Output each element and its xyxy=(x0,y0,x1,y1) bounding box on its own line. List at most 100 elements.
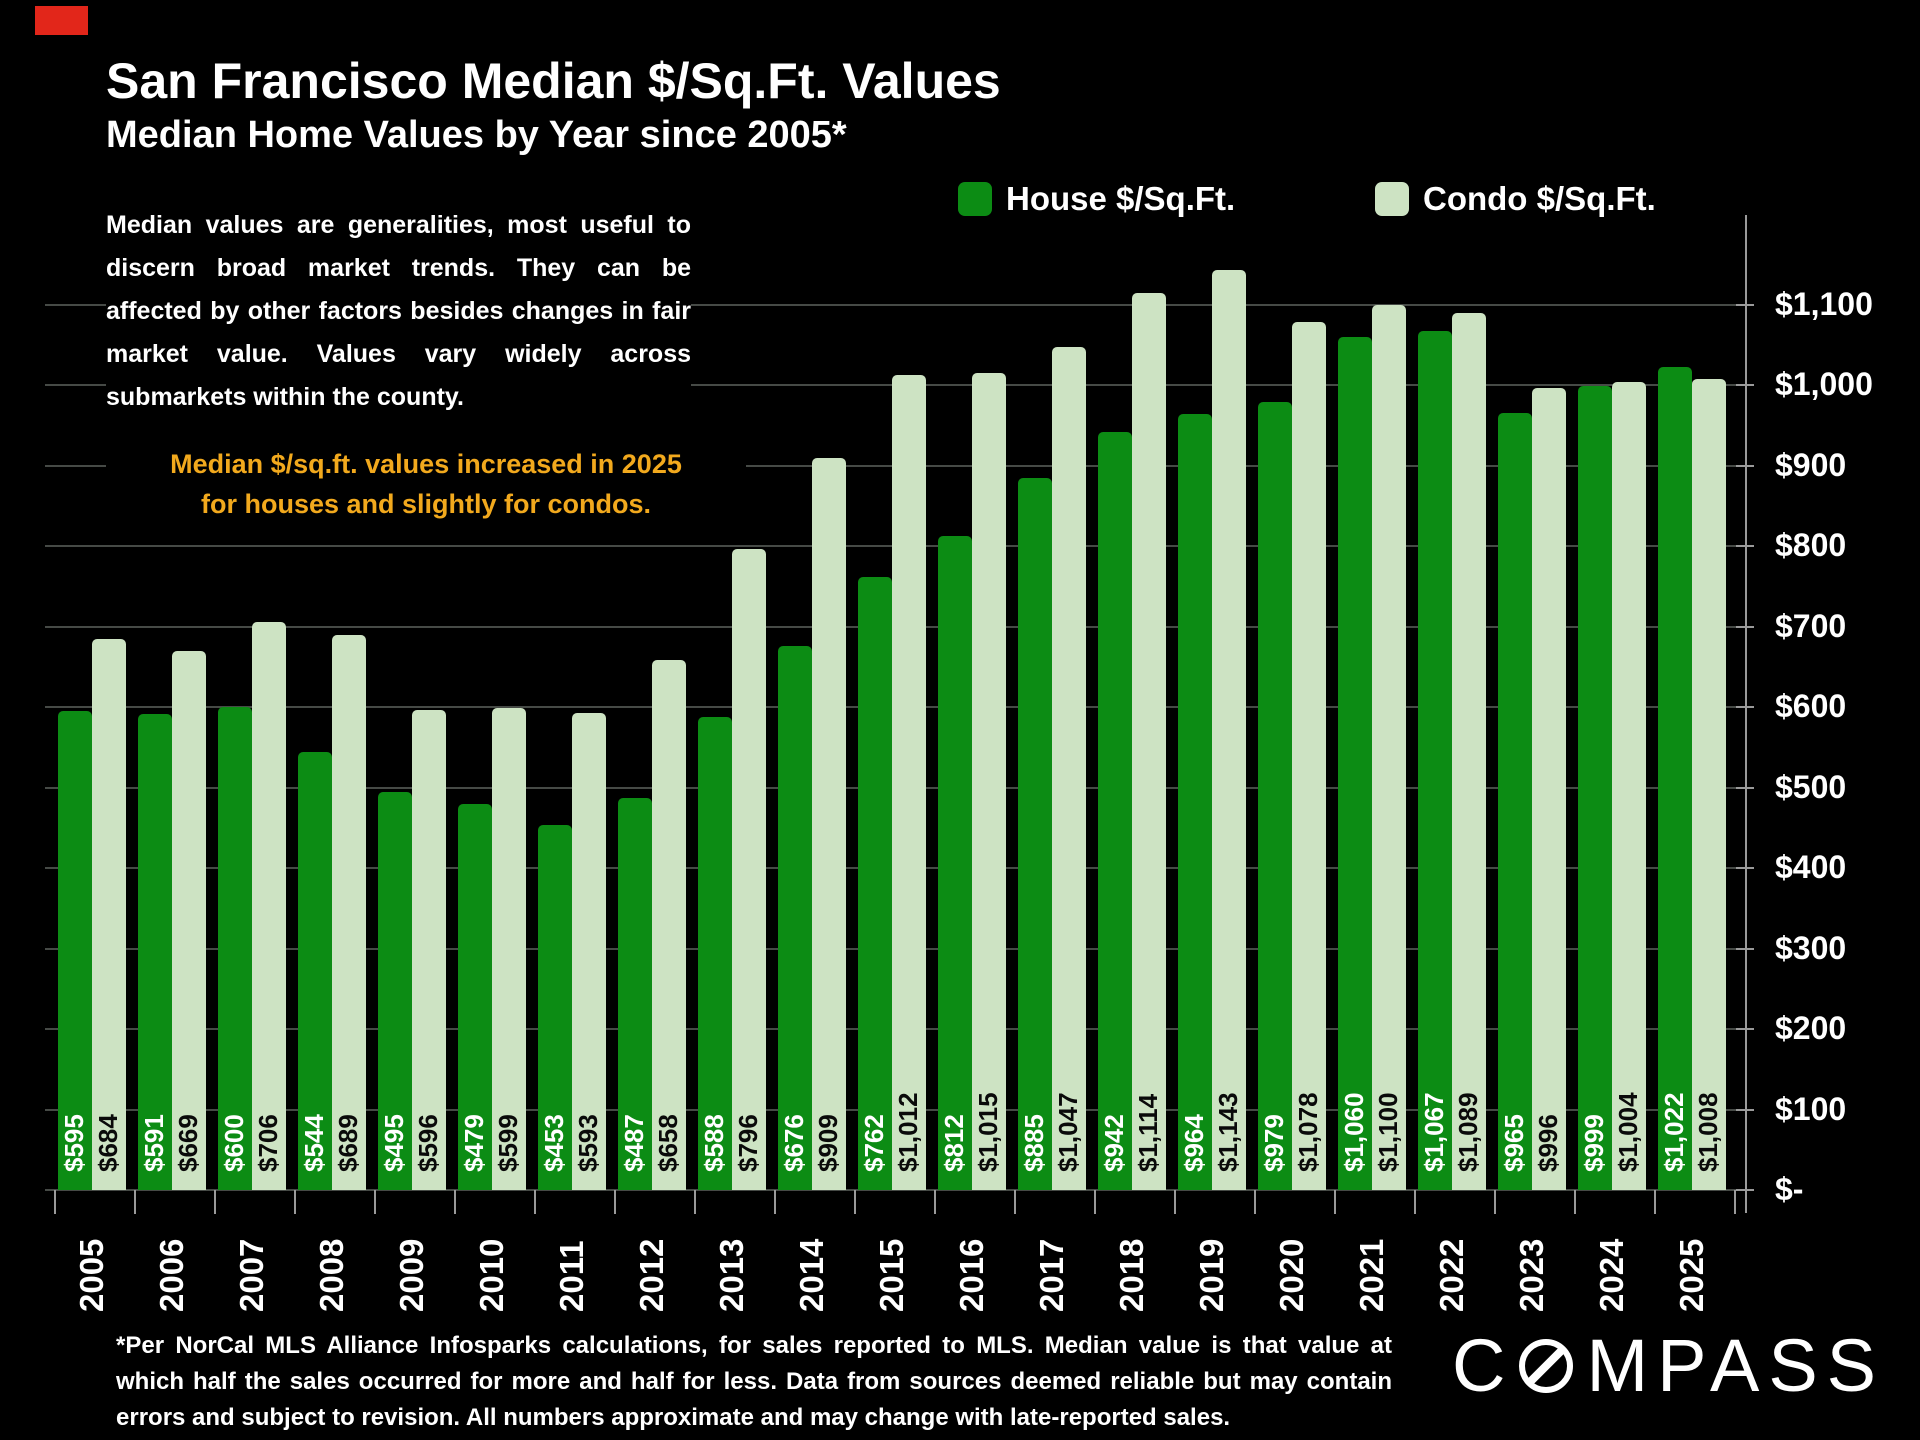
bar-label-house-2020: $979 xyxy=(1259,1114,1289,1172)
x-axis-tick-19 xyxy=(1574,1190,1576,1214)
bar-condo-2020 xyxy=(1292,322,1326,1190)
page-title: San Francisco Median $/Sq.Ft. Values xyxy=(106,52,1001,110)
y-axis-label-5: $500 xyxy=(1775,768,1847,805)
x-axis-tick-12 xyxy=(1014,1190,1016,1214)
bar-label-house-2014: $676 xyxy=(779,1114,809,1172)
bar-house-2017 xyxy=(1018,477,1052,1190)
bar-label-condo-2023: $996 xyxy=(1533,1114,1563,1172)
bar-label-condo-2007: $706 xyxy=(253,1114,283,1172)
bar-label-house-2010: $479 xyxy=(459,1114,489,1172)
bar-house-2008 xyxy=(298,752,332,1190)
x-axis-label-2022: 2022 xyxy=(1433,1238,1470,1312)
bar-label-house-2017: $885 xyxy=(1019,1114,1049,1172)
callout-line-2: for houses and slightly for condos. xyxy=(200,489,652,519)
bar-house-2024 xyxy=(1578,385,1612,1190)
x-axis-tick-21 xyxy=(1734,1190,1736,1214)
x-axis-label-2007: 2007 xyxy=(233,1238,270,1312)
bar-condo-2007 xyxy=(252,621,286,1190)
bar-condo-2025 xyxy=(1692,378,1726,1190)
bar-house-2019 xyxy=(1178,413,1212,1190)
bar-label-condo-2025: $1,008 xyxy=(1693,1092,1723,1172)
bar-label-condo-2018: $1,114 xyxy=(1133,1093,1163,1172)
bar-house-2011 xyxy=(538,825,572,1190)
x-axis-tick-10 xyxy=(854,1190,856,1214)
bar-label-house-2025: $1,022 xyxy=(1659,1092,1689,1172)
y-axis-line xyxy=(1745,215,1747,1213)
bar-label-condo-2012: $658 xyxy=(653,1114,683,1172)
bar-condo-2022 xyxy=(1452,313,1486,1190)
page-subtitle: Median Home Values by Year since 2005* xyxy=(106,114,847,157)
bar-label-condo-2013: $796 xyxy=(733,1114,763,1172)
x-axis-label-2018: 2018 xyxy=(1113,1238,1150,1312)
bar-house-2022 xyxy=(1418,331,1452,1190)
x-axis-tick-16 xyxy=(1334,1190,1336,1214)
x-axis-tick-4 xyxy=(374,1190,376,1214)
bar-condo-2024 xyxy=(1612,381,1646,1190)
bar-condo-2015 xyxy=(892,375,926,1190)
bar-condo-2014 xyxy=(812,458,846,1190)
bar-condo-2012 xyxy=(652,660,686,1190)
bar-house-2010 xyxy=(458,804,492,1190)
bar-label-condo-2005: $684 xyxy=(93,1114,123,1172)
bar-condo-2019 xyxy=(1212,269,1246,1190)
x-axis-label-2015: 2015 xyxy=(873,1238,910,1312)
x-axis-tick-9 xyxy=(774,1190,776,1214)
callout-line-1: Median $/sq.ft. values increased in 2025 xyxy=(170,449,682,479)
x-axis-tick-1 xyxy=(134,1190,136,1214)
gridline-11 xyxy=(45,303,1745,306)
y-axis-label-7: $700 xyxy=(1775,607,1847,644)
bar-label-condo-2022: $1,089 xyxy=(1453,1092,1483,1172)
bar-house-2009 xyxy=(378,791,412,1190)
bar-label-condo-2011: $593 xyxy=(573,1114,603,1172)
bar-label-condo-2017: $1,047 xyxy=(1053,1092,1083,1172)
bar-label-condo-2009: $596 xyxy=(413,1114,443,1172)
bar-label-condo-2024: $1,004 xyxy=(1613,1092,1643,1172)
x-axis-tick-15 xyxy=(1254,1190,1256,1214)
bar-condo-2008 xyxy=(332,635,366,1190)
x-axis-label-2024: 2024 xyxy=(1593,1238,1630,1312)
bar-condo-2023 xyxy=(1532,388,1566,1190)
bar-condo-2013 xyxy=(732,549,766,1190)
bar-house-2020 xyxy=(1258,401,1292,1190)
y-axis-label-11: $1,100 xyxy=(1775,285,1873,322)
bar-label-condo-2019: $1,143 xyxy=(1213,1092,1243,1172)
bar-label-condo-2006: $669 xyxy=(173,1114,203,1172)
bar-condo-2018 xyxy=(1132,293,1166,1190)
callout-text: Median $/sq.ft. values increased in 2025… xyxy=(106,444,746,524)
bar-condo-2017 xyxy=(1052,347,1086,1190)
x-axis-tick-17 xyxy=(1414,1190,1416,1214)
y-axis-label-2: $200 xyxy=(1775,1009,1847,1046)
bar-label-house-2013: $588 xyxy=(699,1114,729,1172)
x-axis-tick-6 xyxy=(534,1190,536,1214)
bar-house-2015 xyxy=(858,576,892,1190)
x-axis-label-2011: 2011 xyxy=(553,1240,590,1312)
bar-house-2006 xyxy=(138,714,172,1190)
bar-label-house-2006: $591 xyxy=(139,1114,169,1172)
bar-house-2007 xyxy=(218,707,252,1190)
legend-condo-label: Condo $/Sq.Ft. xyxy=(1423,180,1656,217)
bar-house-2018 xyxy=(1098,431,1132,1190)
bar-house-2021 xyxy=(1338,336,1372,1190)
bar-house-2016 xyxy=(938,536,972,1190)
x-axis-tick-7 xyxy=(614,1190,616,1214)
y-axis-label-1: $100 xyxy=(1775,1090,1847,1127)
x-axis-tick-20 xyxy=(1654,1190,1656,1214)
x-axis-label-2017: 2017 xyxy=(1033,1238,1070,1312)
x-axis-label-2006: 2006 xyxy=(153,1238,190,1312)
x-axis-tick-8 xyxy=(694,1190,696,1214)
bar-house-2023 xyxy=(1498,413,1532,1190)
y-axis-label-6: $600 xyxy=(1775,687,1847,724)
x-axis-label-2012: 2012 xyxy=(633,1238,670,1312)
y-axis-label-3: $300 xyxy=(1775,929,1847,966)
bar-house-2014 xyxy=(778,645,812,1190)
bar-label-house-2008: $544 xyxy=(299,1114,329,1172)
x-axis-tick-13 xyxy=(1094,1190,1096,1214)
x-axis-label-2005: 2005 xyxy=(73,1238,110,1312)
bar-condo-2021 xyxy=(1372,304,1406,1190)
bar-label-house-2009: $495 xyxy=(379,1114,409,1172)
bar-label-condo-2014: $909 xyxy=(813,1114,843,1172)
legend-house-swatch xyxy=(958,182,992,216)
bar-house-2012 xyxy=(618,797,652,1190)
x-axis-tick-5 xyxy=(454,1190,456,1214)
